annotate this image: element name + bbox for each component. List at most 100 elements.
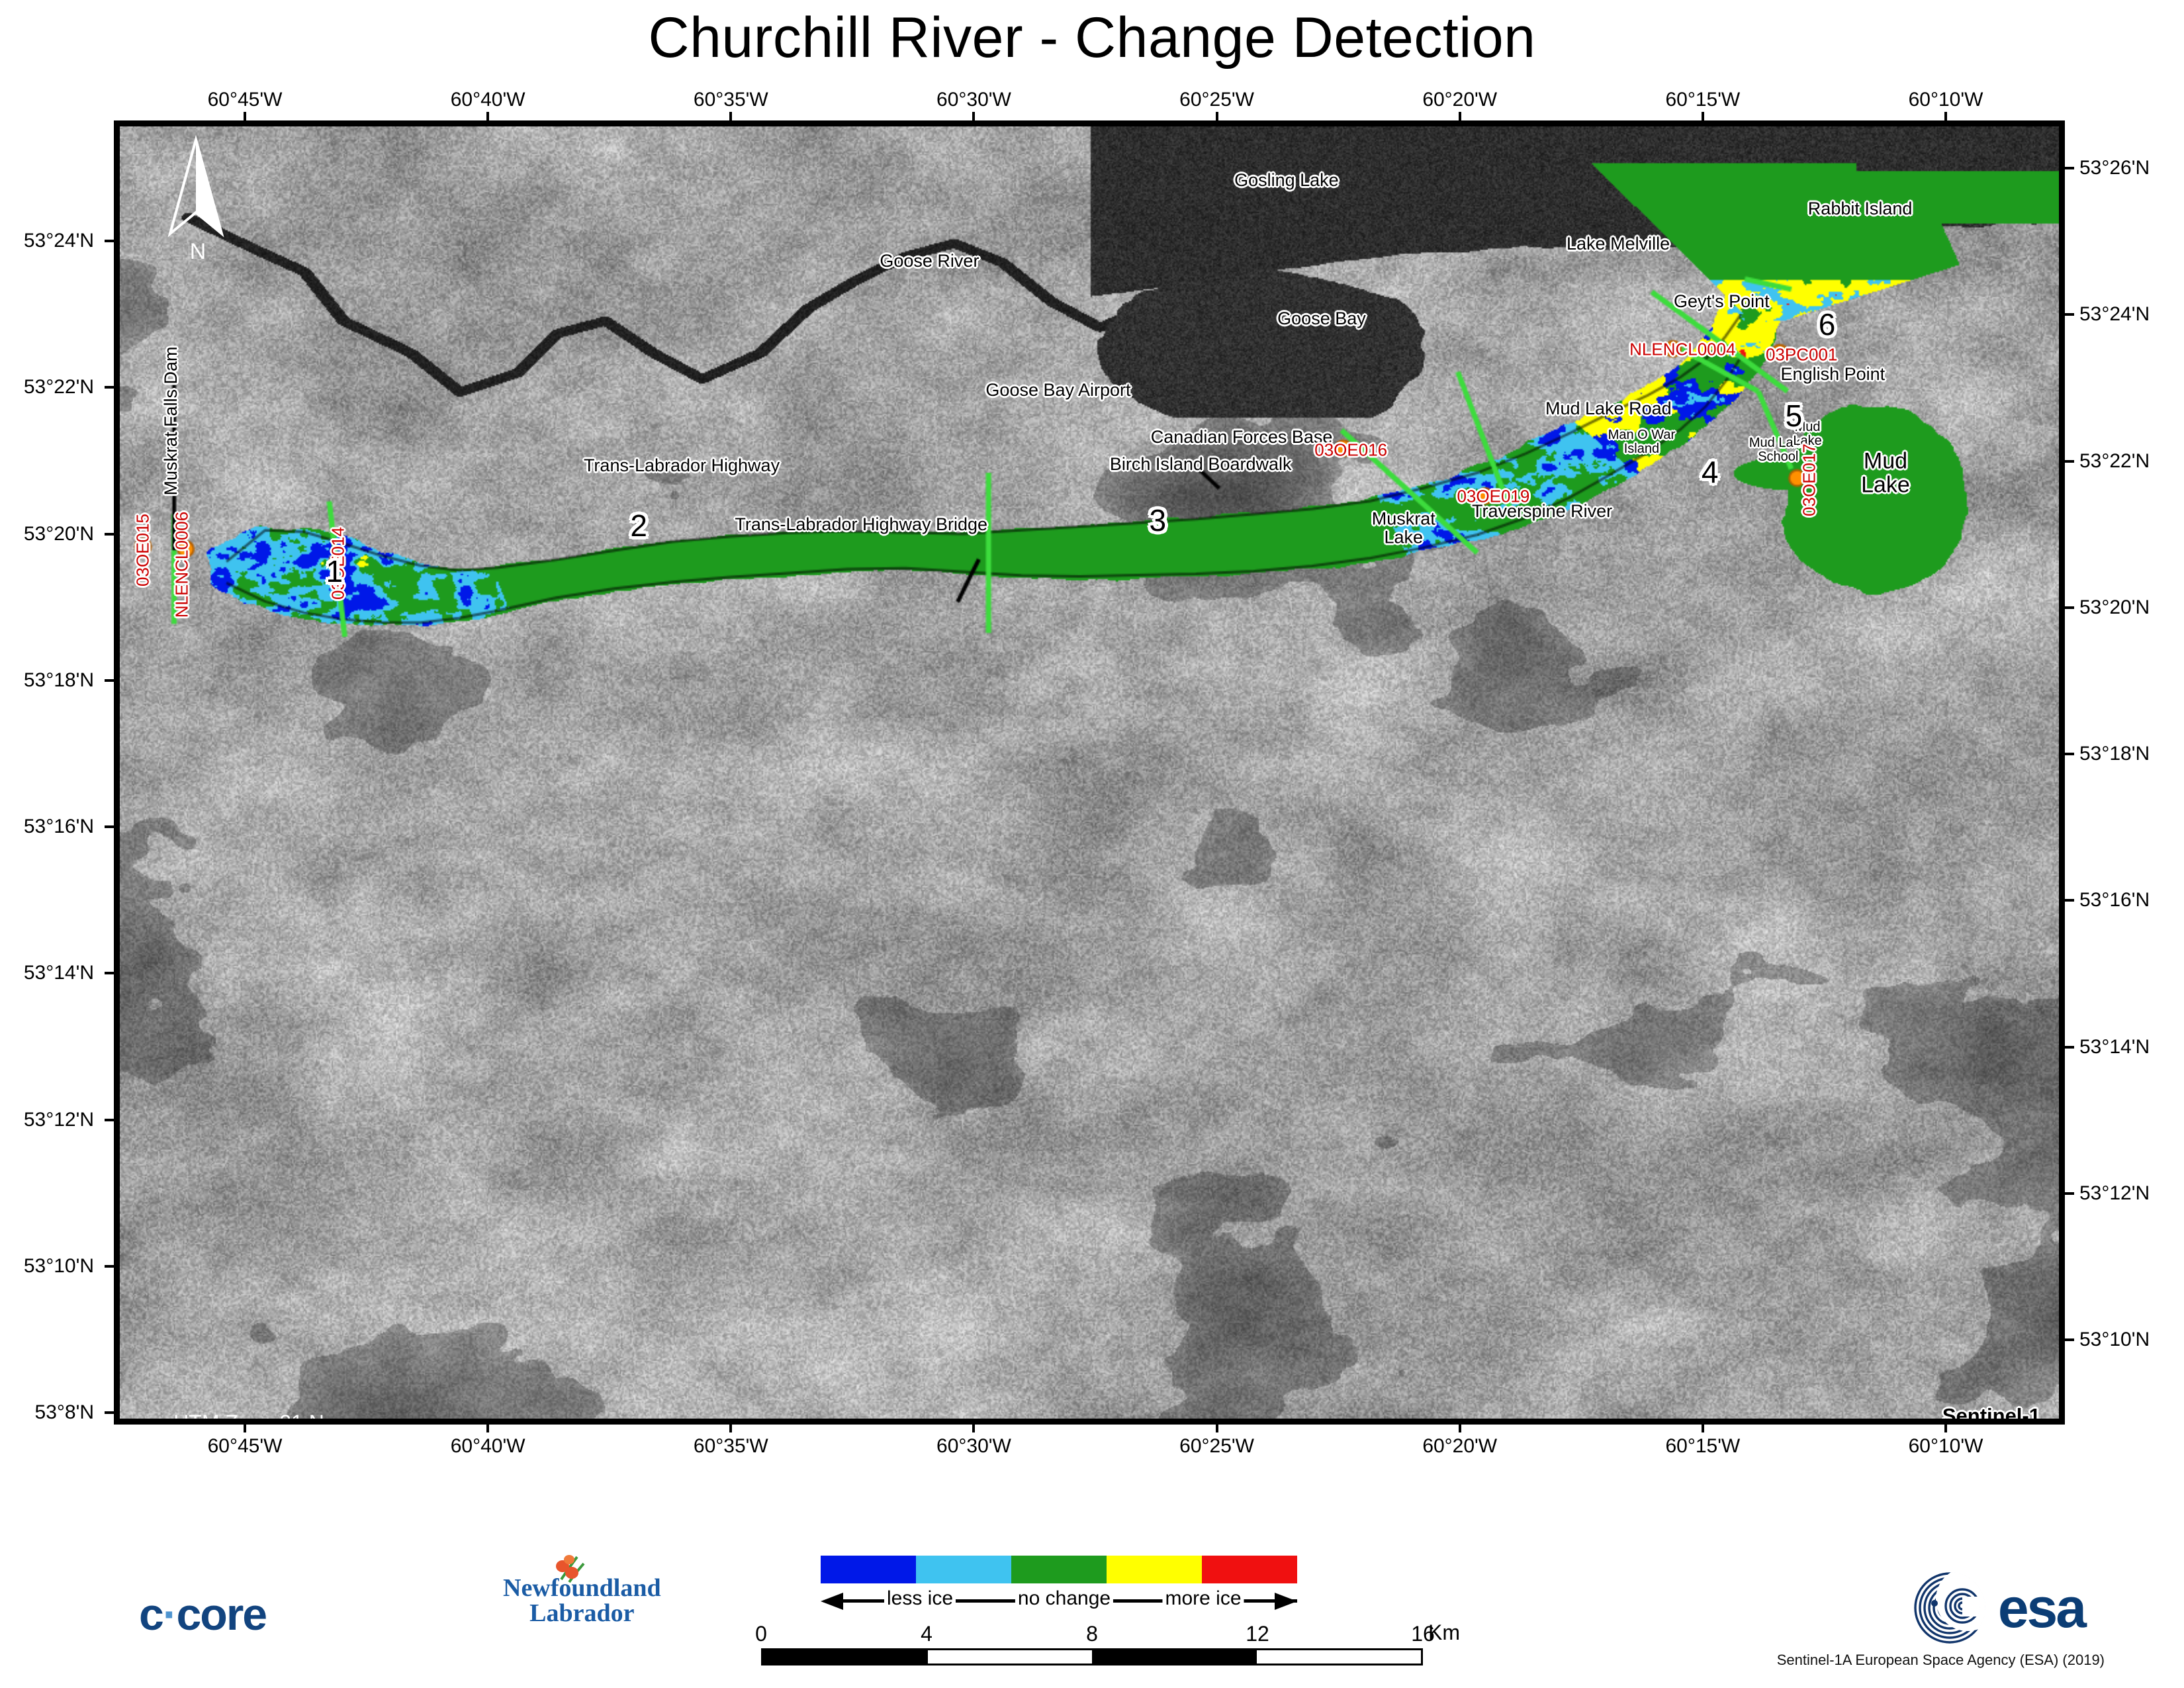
sar-image xyxy=(120,126,2059,1419)
graticule-tick xyxy=(1944,1423,1947,1432)
map-canvas[interactable]: N Gosling Lake Goose River Lake Melville Go… xyxy=(114,120,2065,1425)
graticule-tick xyxy=(105,1118,115,1121)
graticule-right-6: 53°14'N xyxy=(2079,1035,2150,1058)
nl-logo-line2: Labrador xyxy=(529,1599,635,1627)
map-label-man-o-war-island: Man O War Island xyxy=(1608,427,1676,456)
legend-no-change-label: no change xyxy=(1015,1587,1114,1610)
legend-swatch-1 xyxy=(916,1556,1011,1583)
map-label-lake-melville: Lake Melville xyxy=(1567,234,1670,254)
graticule-left-0: 53°24'N xyxy=(23,230,94,252)
graticule-tick xyxy=(1701,1423,1704,1432)
map-label-gosling-lake: Gosling Lake xyxy=(1234,169,1339,190)
station-label-03oe015[interactable]: 03OE015 xyxy=(132,514,153,587)
map-label-geyt-s-point: Geyt's Point xyxy=(1673,291,1770,311)
station-label-03oe017[interactable]: 03OE017 xyxy=(1799,443,1819,516)
esa-globe-icon xyxy=(1913,1572,1985,1644)
scale-tick-labels: 0 4 8 12 16 xyxy=(755,1622,1435,1648)
map-label-trans-labrador-highway: Trans-Labrador Highway xyxy=(583,455,780,476)
graticule-tick xyxy=(1944,112,1947,121)
graticule-right-4: 53°18'N xyxy=(2079,743,2150,765)
station-label-03pc001[interactable]: 03PC001 xyxy=(1765,344,1838,365)
graticule-tick xyxy=(105,679,115,682)
page-title: Churchill River - Change Detection xyxy=(648,6,1536,70)
nl-logo-line1: Newfoundland xyxy=(503,1574,661,1602)
graticule-left-7: 53°10'N xyxy=(23,1254,94,1277)
graticule-tick xyxy=(2064,1338,2074,1341)
graticule-tick xyxy=(1458,1423,1461,1432)
graticule-tick xyxy=(486,1423,490,1432)
map-label-mud-lake-road: Mud Lake Road xyxy=(1545,398,1672,418)
map-label-mud-lake-school: Mud Lake School xyxy=(1749,435,1807,464)
map-label-english-point: English Point xyxy=(1780,364,1886,385)
graticule-tick xyxy=(244,1423,246,1432)
graticule-right-8: 53°10'N xyxy=(2079,1329,2150,1350)
map-label-goose-bay: Goose Bay xyxy=(1277,308,1366,328)
map-label-birch-island-boardwalk: Birch Island Boardwalk xyxy=(1109,454,1292,475)
graticule-right-7: 53°12'N xyxy=(2079,1182,2150,1204)
scale-bar-graphic xyxy=(761,1648,1423,1665)
legend-more-ice-label: more ice xyxy=(1162,1587,1244,1610)
graticule-left-2: 53°20'N xyxy=(23,522,94,545)
graticule-top-0: 60°45'W xyxy=(207,89,283,111)
graticule-left-6: 53°12'N xyxy=(23,1108,94,1131)
graticule-bottom-5: 60°20'W xyxy=(1422,1435,1498,1457)
graticule-tick xyxy=(2064,753,2074,755)
scale-bar-widget: 0 4 8 12 16 Km xyxy=(755,1620,1460,1665)
graticule-top-4: 60°25'W xyxy=(1179,89,1254,111)
acquisition-info: Sentinel-1 May 19, 2019 10:12:51 UTC, 06… xyxy=(1639,1403,2040,1419)
map-label-goose-river: Goose River xyxy=(880,250,979,271)
station-label-nlencl0004[interactable]: NLENCL0004 xyxy=(1629,339,1736,359)
graticule-tick xyxy=(105,532,115,536)
graticule-tick xyxy=(486,112,490,121)
scale-tick-0: 0 xyxy=(755,1622,767,1646)
graticule-left-3: 53°18'N xyxy=(23,669,94,691)
graticule-right-3: 53°20'N xyxy=(2079,596,2150,618)
legend-arrow-row: less ice no change more ice xyxy=(821,1585,1297,1615)
graticule-right-0: 53°26'N xyxy=(2079,157,2150,179)
north-arrow-label: N xyxy=(189,239,206,265)
map-label-goose-bay-airport: Goose Bay Airport xyxy=(985,379,1131,400)
graticule-bottom-0: 60°45'W xyxy=(207,1435,283,1457)
esa-wordmark: esa xyxy=(1997,1576,2087,1639)
graticule-left-8: 53°8'N xyxy=(34,1401,94,1423)
graticule-bottom-3: 60°30'W xyxy=(936,1435,1011,1457)
graticule-right-2: 53°22'N xyxy=(2079,449,2150,472)
reach-marker-4: 4 xyxy=(1701,455,1719,490)
map-label-muskrat-lake: Muskrat Lake xyxy=(1371,508,1435,547)
graticule-left-1: 53°22'N xyxy=(23,376,94,399)
graticule-right-5: 53°16'N xyxy=(2079,889,2150,912)
map-label-mud-lake: Mud Lake xyxy=(1861,448,1910,498)
graticule-tick xyxy=(1215,112,1218,121)
graticule-tick xyxy=(2064,1045,2074,1049)
reach-marker-6: 6 xyxy=(1818,307,1836,342)
graticule-tick xyxy=(105,972,115,975)
scale-tick-12: 12 xyxy=(1246,1622,1269,1646)
pitcher-plant-icon xyxy=(556,1555,585,1583)
station-label-03oe016[interactable]: 03OE016 xyxy=(1314,440,1388,460)
graticule-top-5: 60°20'W xyxy=(1422,89,1498,111)
graticule-tick xyxy=(1701,112,1704,121)
station-label-nlencl0006[interactable]: NLENCL0006 xyxy=(171,511,192,618)
graticule-tick xyxy=(105,1411,115,1414)
graticule-tick xyxy=(105,1264,115,1268)
graticule-tick xyxy=(972,112,976,121)
map-label-muskrat-falls-dam: Muskrat Falls Dam xyxy=(160,346,181,496)
graticule-tick xyxy=(2064,606,2074,609)
graticule-left-4: 53°16'N xyxy=(23,816,94,837)
newfoundland-labrador-logo: Newfoundland Labrador xyxy=(503,1555,661,1627)
legend-swatch-2 xyxy=(1011,1556,1107,1583)
station-label-03oe019[interactable]: 03OE019 xyxy=(1457,486,1530,506)
graticule-tick xyxy=(729,1423,733,1432)
graticule-tick xyxy=(2064,167,2074,169)
graticule-tick xyxy=(2064,899,2074,902)
reach-marker-2: 2 xyxy=(630,508,647,543)
graticule-tick xyxy=(729,112,733,121)
scale-tick-4: 4 xyxy=(921,1622,933,1646)
graticule-bottom-1: 60°40'W xyxy=(450,1435,525,1457)
legend-swatch-0 xyxy=(821,1556,916,1583)
graticule-left-5: 53°14'N xyxy=(23,962,94,984)
graticule-top-2: 60°35'W xyxy=(693,89,768,111)
reach-marker-5: 5 xyxy=(1785,399,1803,434)
map-label-canadian-forces-base: Canadian Forces Base xyxy=(1150,426,1333,447)
projection-zone: UTM Zone 21 N xyxy=(173,1411,324,1425)
